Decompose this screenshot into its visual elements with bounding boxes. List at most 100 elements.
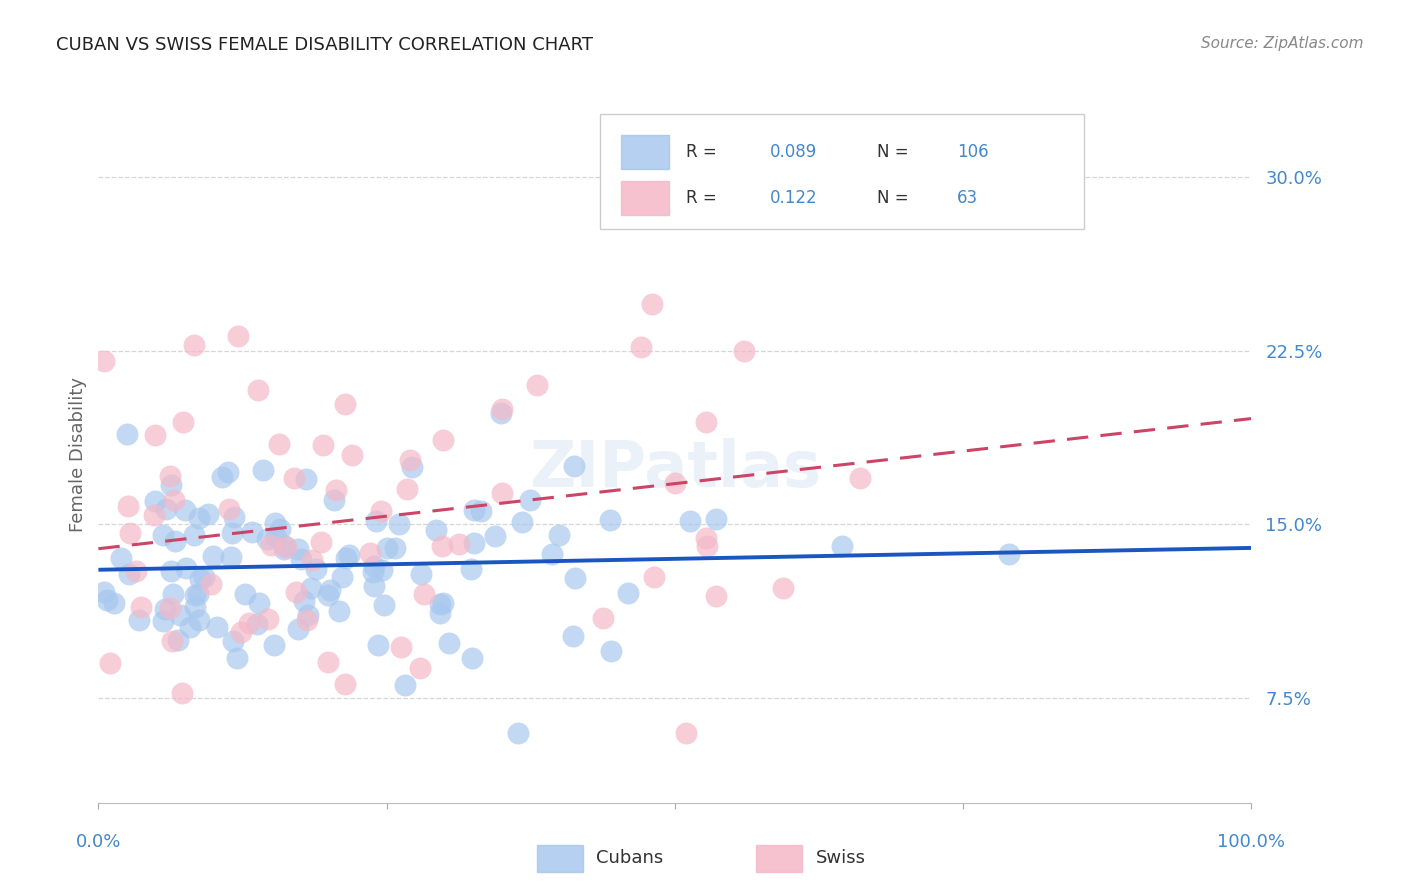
Point xyxy=(256,612,278,626)
Point xyxy=(363,579,385,593)
Point xyxy=(564,571,586,585)
Point xyxy=(412,587,434,601)
Point xyxy=(309,535,332,549)
Point xyxy=(160,478,183,492)
Point xyxy=(432,539,454,553)
Point xyxy=(269,522,291,536)
Point xyxy=(246,616,269,631)
Point xyxy=(599,513,621,527)
Point xyxy=(128,614,150,628)
Point xyxy=(218,501,240,516)
Point xyxy=(129,600,152,615)
Point xyxy=(152,528,174,542)
Point xyxy=(316,656,339,670)
Point xyxy=(163,493,186,508)
Point xyxy=(143,508,166,522)
FancyBboxPatch shape xyxy=(537,845,582,872)
Point xyxy=(274,541,297,555)
Point xyxy=(125,564,148,578)
Point xyxy=(562,629,585,643)
Text: Swiss: Swiss xyxy=(815,849,866,867)
Point xyxy=(463,503,485,517)
Point xyxy=(592,610,614,624)
Point xyxy=(696,539,718,553)
Point xyxy=(165,533,187,548)
Point xyxy=(159,600,181,615)
Point xyxy=(917,181,939,195)
Point xyxy=(599,644,621,658)
Point xyxy=(398,452,420,467)
Point xyxy=(273,542,295,557)
Point xyxy=(998,548,1021,562)
Point xyxy=(366,514,388,528)
Point xyxy=(169,607,191,622)
Point xyxy=(96,593,118,607)
Point xyxy=(217,465,239,479)
Point xyxy=(432,596,454,610)
Point xyxy=(470,504,492,518)
Point xyxy=(375,541,398,556)
Point xyxy=(437,636,460,650)
FancyBboxPatch shape xyxy=(755,845,801,872)
Text: Source: ZipAtlas.com: Source: ZipAtlas.com xyxy=(1201,36,1364,51)
Point xyxy=(233,587,256,601)
Point xyxy=(221,634,243,648)
Point xyxy=(159,468,181,483)
Point xyxy=(408,661,430,675)
Point xyxy=(679,514,702,528)
Point xyxy=(290,552,312,566)
Point xyxy=(367,638,389,652)
Point xyxy=(247,383,270,397)
Point xyxy=(361,565,384,579)
Point xyxy=(547,527,569,541)
Point xyxy=(103,596,125,610)
Point xyxy=(460,562,482,576)
Point xyxy=(264,516,287,530)
Text: ZIPatlas: ZIPatlas xyxy=(529,438,821,500)
Point xyxy=(160,565,183,579)
Point xyxy=(425,524,447,538)
Point xyxy=(337,549,360,563)
Point xyxy=(167,632,190,647)
Point xyxy=(484,528,506,542)
Point xyxy=(447,537,470,551)
Point xyxy=(325,483,347,497)
Text: 0.122: 0.122 xyxy=(769,189,817,207)
FancyBboxPatch shape xyxy=(600,114,1084,229)
Point xyxy=(316,588,339,602)
Point xyxy=(283,471,305,485)
Point xyxy=(491,485,513,500)
Point xyxy=(675,726,697,740)
Point xyxy=(260,538,283,552)
Point xyxy=(335,550,357,565)
Point xyxy=(273,539,295,553)
Point xyxy=(388,516,411,531)
Point xyxy=(319,582,342,597)
Point xyxy=(200,576,222,591)
Point xyxy=(292,593,315,607)
Point xyxy=(110,551,132,566)
Point xyxy=(429,597,451,611)
Point xyxy=(641,297,664,311)
Point xyxy=(371,563,394,577)
Point xyxy=(187,613,209,627)
Point xyxy=(429,606,451,620)
Point xyxy=(252,463,274,477)
Point xyxy=(172,416,194,430)
Point xyxy=(287,542,309,557)
Point xyxy=(179,620,201,634)
Point xyxy=(143,493,166,508)
Point xyxy=(155,502,177,516)
Text: N =: N = xyxy=(877,143,914,161)
Point xyxy=(238,616,260,631)
Point xyxy=(831,540,853,554)
Text: R =: R = xyxy=(686,143,723,161)
Point xyxy=(172,686,194,700)
Point xyxy=(506,726,529,740)
Point xyxy=(297,607,319,622)
Text: Cubans: Cubans xyxy=(596,849,664,867)
Point xyxy=(491,406,513,420)
Point xyxy=(396,482,419,496)
Point xyxy=(333,676,356,690)
Point xyxy=(184,599,207,614)
